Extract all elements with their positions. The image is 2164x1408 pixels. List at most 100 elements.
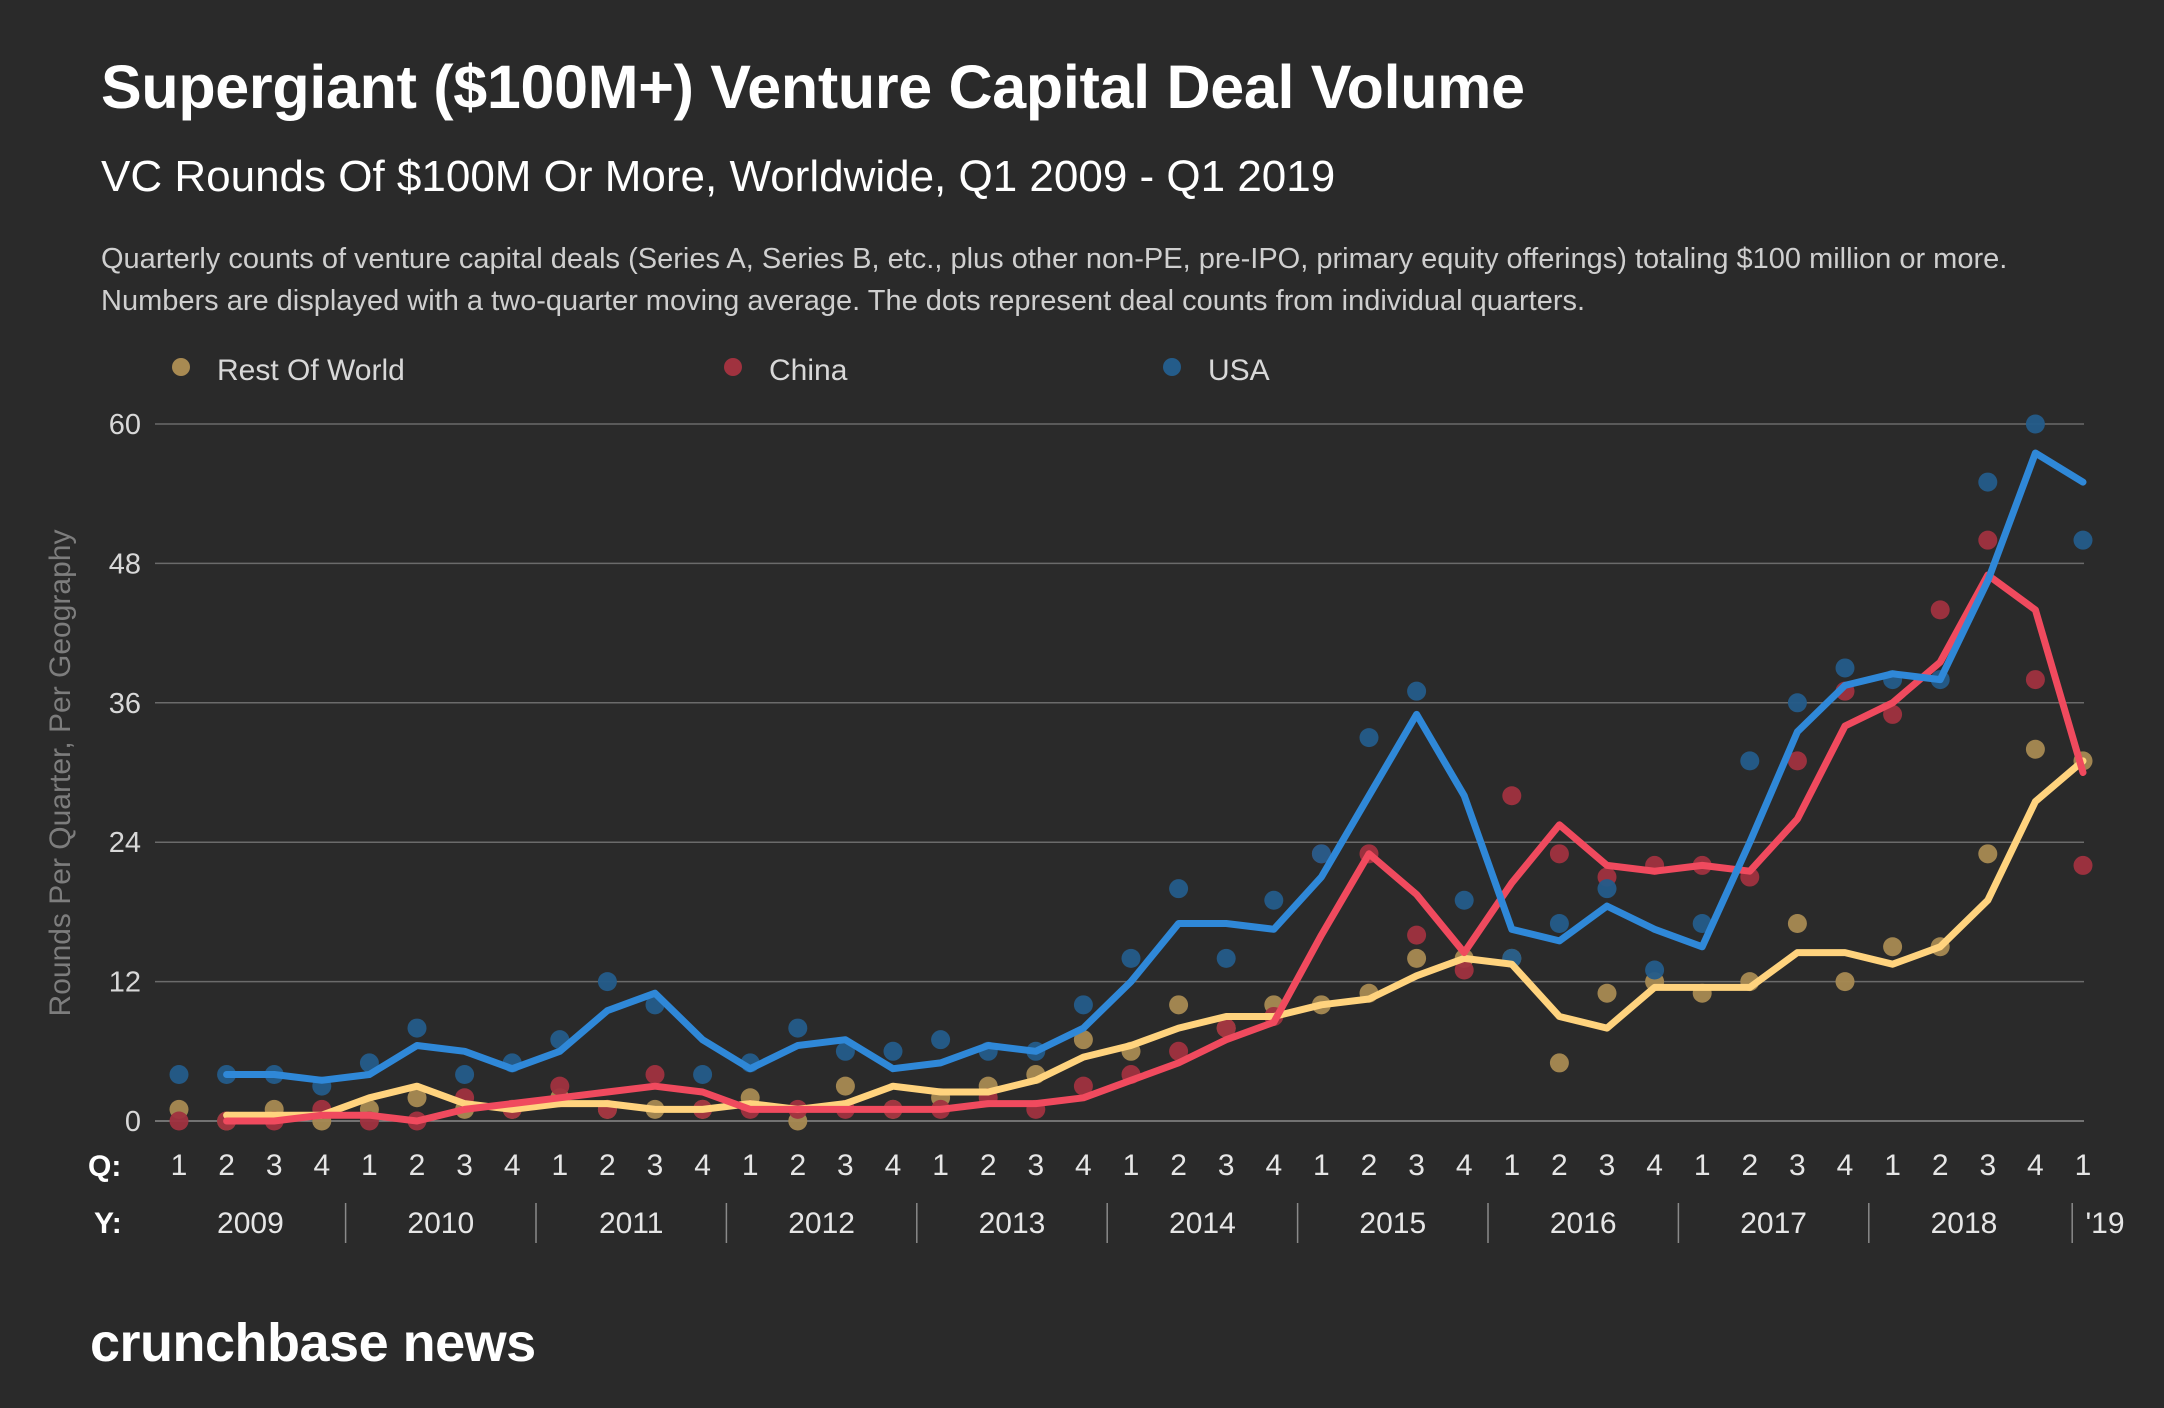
y-tick-label: 60: [109, 409, 141, 441]
data-point: [1073, 1076, 1093, 1096]
x-tick-label: 1: [171, 1149, 188, 1182]
data-point: [2073, 855, 2093, 875]
data-point: [1359, 728, 1379, 748]
x-tick-label: 4: [1265, 1149, 1282, 1182]
year-label: 2011: [599, 1207, 664, 1240]
x-tick-label: 4: [1837, 1149, 1854, 1182]
data-point: [2025, 414, 2045, 434]
data-point: [2025, 739, 2045, 759]
data-point: [1454, 890, 1474, 910]
data-point: [931, 1030, 951, 1050]
data-point: [1121, 948, 1141, 968]
x-tick-label: 2: [980, 1149, 997, 1182]
legend-label: Rest Of World: [217, 354, 405, 387]
x-tick-label: 3: [266, 1149, 283, 1182]
data-point: [788, 1018, 808, 1038]
data-point: [1787, 914, 1807, 934]
year-label: 2014: [1169, 1207, 1236, 1240]
x-tick-label: 4: [1456, 1149, 1473, 1182]
data-point: [645, 1065, 665, 1085]
data-point: [1407, 925, 1427, 945]
x-tick-label: 1: [551, 1149, 568, 1182]
data-point: [2073, 530, 2093, 550]
y-axis-label: Rounds Per Quarter, Per Geography: [44, 530, 77, 1017]
data-point: [1216, 948, 1236, 968]
x-tick-label: 1: [932, 1149, 949, 1182]
data-point: [1740, 751, 1760, 771]
series-line: [223, 571, 2087, 1125]
data-point: [1978, 472, 1998, 492]
x-tick-label: 1: [361, 1149, 378, 1182]
year-label: 2010: [407, 1207, 474, 1240]
data-point: [407, 1018, 427, 1038]
x-tick-label: 2: [789, 1149, 806, 1182]
data-point: [1073, 1030, 1093, 1050]
data-point: [693, 1065, 713, 1085]
data-point: [1073, 995, 1093, 1015]
x-tick-label: 3: [1789, 1149, 1806, 1182]
x-tick-label: 2: [218, 1149, 235, 1182]
data-point: [1835, 972, 1855, 992]
data-point: [1169, 1041, 1189, 1061]
year-label: 2013: [979, 1207, 1046, 1240]
x-tick-label: 1: [742, 1149, 759, 1182]
data-point: [1645, 960, 1665, 980]
x-tick-label: 4: [1075, 1149, 1092, 1182]
legend-label: USA: [1208, 354, 1270, 387]
data-point: [883, 1041, 903, 1061]
x-tick-label: 2: [1551, 1149, 1568, 1182]
data-point: [1407, 948, 1427, 968]
x-tick-label: 3: [456, 1149, 473, 1182]
data-point: [1597, 983, 1617, 1003]
year-label: 2015: [1359, 1207, 1426, 1240]
data-point: [1787, 751, 1807, 771]
chart-title: Supergiant ($100M+) Venture Capital Deal…: [101, 53, 1525, 121]
x-tick-label: 1: [1503, 1149, 1520, 1182]
data-point: [1549, 914, 1569, 934]
data-point: [1883, 704, 1903, 724]
x-tick-label: 3: [1408, 1149, 1425, 1182]
x-tick-label: 1: [1694, 1149, 1711, 1182]
data-point: [1978, 844, 1998, 864]
year-label: 2016: [1550, 1207, 1617, 1240]
legend-marker: [724, 358, 742, 376]
chart-description: Quarterly counts of venture capital deal…: [101, 243, 2008, 317]
data-point: [1549, 1053, 1569, 1073]
x-tick-label: 2: [409, 1149, 426, 1182]
year-label: '19: [2085, 1207, 2124, 1240]
data-point: [2025, 670, 2045, 690]
data-point: [1311, 844, 1331, 864]
data-point: [1169, 879, 1189, 899]
data-point: [1597, 879, 1617, 899]
legend-marker: [172, 358, 190, 376]
x-tick-label: 1: [1313, 1149, 1330, 1182]
y-tick-label: 0: [125, 1106, 141, 1138]
data-point: [1454, 960, 1474, 980]
data-point: [1502, 786, 1522, 806]
x-tick-label: 3: [1599, 1149, 1616, 1182]
x-tick-label: 1: [1123, 1149, 1140, 1182]
legend-marker: [1163, 358, 1181, 376]
chart-subtitle: VC Rounds Of $100M Or More, Worldwide, Q…: [101, 152, 1336, 201]
x-tick-label: 4: [2027, 1149, 2044, 1182]
x-tick-label: 4: [885, 1149, 902, 1182]
data-point: [455, 1065, 475, 1085]
x-tick-label: 4: [694, 1149, 711, 1182]
data-point: [407, 1088, 427, 1108]
legend-label: China: [769, 354, 848, 387]
data-point: [1883, 937, 1903, 957]
data-point: [550, 1076, 570, 1096]
year-label: 2012: [788, 1207, 855, 1240]
quarter-axis-label: Q:: [88, 1150, 121, 1183]
y-tick-label: 12: [109, 967, 141, 999]
data-point: [1216, 1018, 1236, 1038]
y-tick-label: 24: [109, 827, 141, 859]
data-point: [597, 972, 617, 992]
x-tick-label: 4: [504, 1149, 521, 1182]
x-tick-label: 4: [313, 1149, 330, 1182]
x-tick-label: 3: [1218, 1149, 1235, 1182]
x-tick-label: 3: [1979, 1149, 1996, 1182]
data-point: [1787, 693, 1807, 713]
data-point: [1264, 890, 1284, 910]
